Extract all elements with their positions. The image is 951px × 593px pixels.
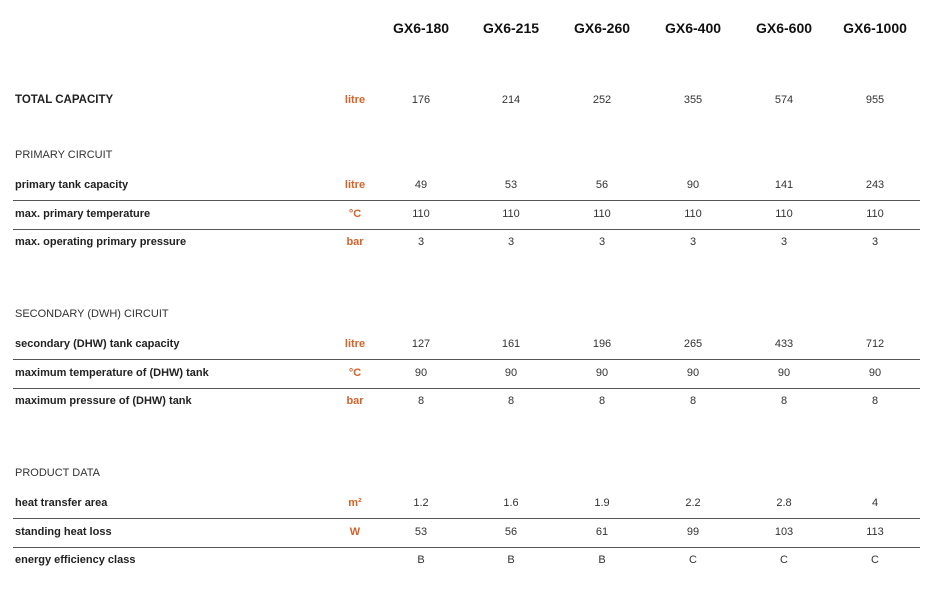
row-value: 8: [598, 395, 606, 407]
row-value: 56: [595, 179, 609, 191]
row-unit: litre: [344, 338, 366, 350]
row-value: 3: [689, 236, 697, 248]
row-value: 110: [684, 207, 702, 220]
row-value: B: [507, 554, 515, 566]
row-unit: litre: [344, 94, 366, 106]
row-value: 8: [871, 395, 879, 407]
row-value: 56: [504, 525, 518, 538]
row-value: 99: [686, 525, 700, 538]
row-label: TOTAL CAPACITY: [15, 94, 114, 106]
row-value: 90: [414, 366, 428, 379]
row-value: C: [780, 554, 788, 566]
row-value: 265: [683, 338, 703, 350]
row-value: 53: [414, 525, 428, 538]
row-value: 49: [414, 179, 428, 191]
row-value: 8: [780, 395, 788, 407]
row-label: max. primary temperature: [15, 207, 151, 220]
row-value: 433: [774, 338, 794, 350]
row-unit: bar: [346, 236, 364, 248]
row-value: 110: [866, 207, 884, 220]
section-heading: PRODUCT DATA: [15, 467, 100, 479]
row-value: 90: [868, 366, 882, 379]
row-value: 2.2: [685, 497, 701, 509]
row-value: 712: [865, 338, 885, 350]
row-value: 8: [417, 395, 425, 407]
row-label: max. operating primary pressure: [15, 236, 187, 248]
row-label: maximum pressure of (DHW) tank: [15, 395, 192, 407]
row-value: 176: [411, 94, 431, 106]
row-value: 90: [686, 366, 700, 379]
row-unit: °C: [348, 207, 362, 220]
row-value: 3: [780, 236, 788, 248]
row-value: 103: [774, 525, 794, 538]
row-value: 110: [502, 207, 520, 220]
table-row: max. primary temperature °C 110 110 110 110 11…: [13, 201, 920, 230]
row-value: 214: [501, 94, 521, 106]
row-value: C: [689, 554, 697, 566]
row-value: 53: [504, 179, 518, 191]
row-value: 3: [598, 236, 606, 248]
row-value: 110: [412, 207, 430, 220]
row-unit: W: [349, 525, 361, 538]
row-value: 8: [689, 395, 697, 407]
row-label: secondary (DHW) tank capacity: [15, 338, 180, 350]
row-value: B: [598, 554, 606, 566]
row-value: 3: [417, 236, 425, 248]
row-value: 574: [774, 94, 794, 106]
row-value: 3: [871, 236, 879, 248]
row-label: energy efficiency class: [15, 554, 136, 566]
section-heading: PRIMARY CIRCUIT: [15, 149, 113, 161]
row-value: 161: [501, 338, 521, 350]
row-value: 90: [686, 179, 700, 191]
row-value: 110: [775, 207, 793, 220]
table-row: standing heat loss W 53 56 61 99 103 113: [13, 519, 920, 548]
row-value: 90: [595, 366, 609, 379]
table-row: TOTAL CAPACITY litre 176 214 252 355 574 955: [13, 87, 920, 115]
row-value: 141: [774, 179, 794, 191]
row-value: 90: [777, 366, 791, 379]
row-value: 2.8: [776, 497, 792, 509]
row-value: 61: [595, 525, 609, 538]
row-value: 3: [507, 236, 515, 248]
table-row: maximum temperature of (DHW) tank °C 90 90 9…: [13, 360, 920, 389]
row-value: 1.9: [594, 497, 610, 509]
table-row: energy efficiency class B B B C C C: [13, 547, 920, 575]
row-unit: m²: [348, 497, 362, 509]
row-value: 196: [592, 338, 612, 350]
table-row: secondary (DHW) tank capacity litre 127 161…: [13, 331, 920, 360]
row-value: 355: [683, 94, 703, 106]
model-header: GX6-260: [573, 20, 631, 36]
row-value: 1.6: [503, 497, 519, 509]
table-row: max. operating primary pressure bar 3 3 3 3 3 3: [13, 229, 920, 257]
row-value: 1.2: [413, 497, 429, 509]
row-value: 8: [507, 395, 515, 407]
model-header: GX6-400: [664, 20, 722, 36]
row-value: B: [417, 554, 425, 566]
model-header: GX6-1000: [843, 20, 907, 36]
row-value: 110: [593, 207, 611, 220]
table-row: primary tank capacity litre 49 53 56 90 141 243: [13, 172, 920, 201]
row-value: 113: [866, 525, 884, 538]
row-unit: litre: [344, 179, 366, 191]
row-label: standing heat loss: [15, 525, 112, 538]
model-header: GX6-215: [482, 20, 540, 36]
row-value: 252: [592, 94, 612, 106]
row-label: maximum temperature of (DHW) tank: [15, 366, 209, 379]
row-label: heat transfer area: [15, 497, 108, 509]
row-value: 90: [504, 366, 518, 379]
row-unit: bar: [346, 395, 364, 407]
row-value: C: [871, 554, 879, 566]
row-value: 127: [411, 338, 431, 350]
row-label: primary tank capacity: [15, 179, 129, 191]
row-value: 243: [865, 179, 885, 191]
table-row: heat transfer area m² 1.2 1.6 1.9 2.2 2.8 4: [13, 490, 920, 519]
model-header: GX6-600: [755, 20, 813, 36]
table-row: maximum pressure of (DHW) tank bar 8 8 8 8 8 8: [13, 388, 920, 416]
model-header: GX6-180: [392, 20, 450, 36]
row-unit: °C: [348, 366, 362, 379]
row-value: 4: [871, 497, 879, 509]
row-value: 955: [865, 94, 885, 106]
section-heading: SECONDARY (DWH) CIRCUIT: [15, 308, 169, 320]
